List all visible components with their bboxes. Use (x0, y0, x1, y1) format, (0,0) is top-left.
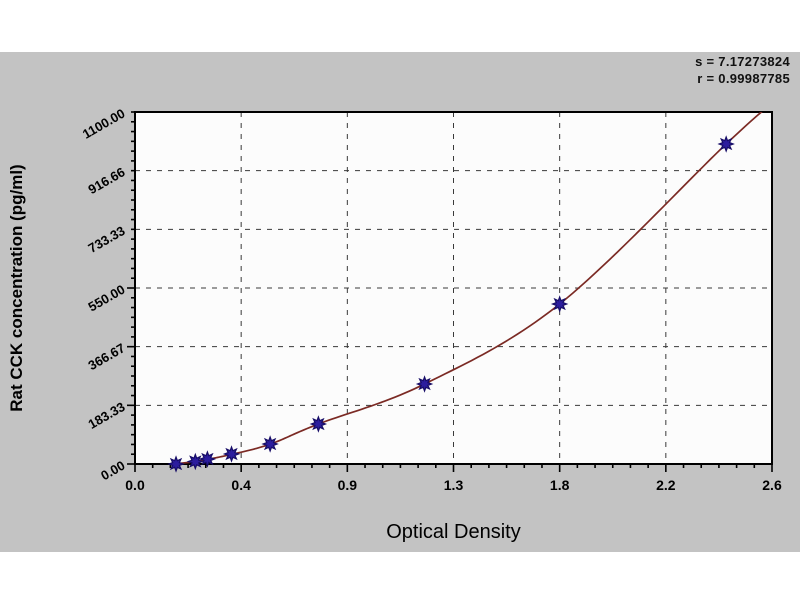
correlation-value: r = 0.99987785 (697, 71, 790, 86)
data-point (261, 435, 279, 453)
x-tick-label: 1.8 (550, 477, 570, 493)
data-point (186, 452, 205, 471)
data-point (167, 455, 185, 473)
data-point (415, 375, 434, 393)
y-tick-label: 366.67 (86, 340, 128, 373)
data-point (550, 295, 569, 313)
y-tick-label: 1100.00 (80, 106, 128, 142)
x-tick-label: 0.4 (231, 477, 251, 493)
data-point (309, 415, 328, 433)
data-point (717, 135, 735, 153)
y-tick-label: 183.33 (86, 399, 128, 432)
x-tick-label: 2.6 (762, 477, 782, 493)
y-tick-label: 0.00 (98, 458, 127, 484)
slope-value: s = 7.17273824 (695, 54, 790, 69)
x-tick-label: 1.3 (444, 477, 464, 493)
x-tick-label: 0.9 (338, 477, 358, 493)
y-tick-label: 550.00 (86, 282, 128, 315)
y-tick-label: 916.66 (86, 164, 128, 197)
plot-frame (134, 111, 773, 465)
x-tick-label: 2.2 (656, 477, 676, 493)
fit-statistics: s = 7.17273824 r = 0.99987785 (695, 53, 790, 87)
x-tick-label: 0.0 (125, 477, 145, 493)
data-point (198, 450, 217, 468)
x-axis-title: Optical Density (386, 521, 521, 543)
data-point (222, 445, 241, 463)
y-tick-label: 733.33 (86, 223, 128, 256)
